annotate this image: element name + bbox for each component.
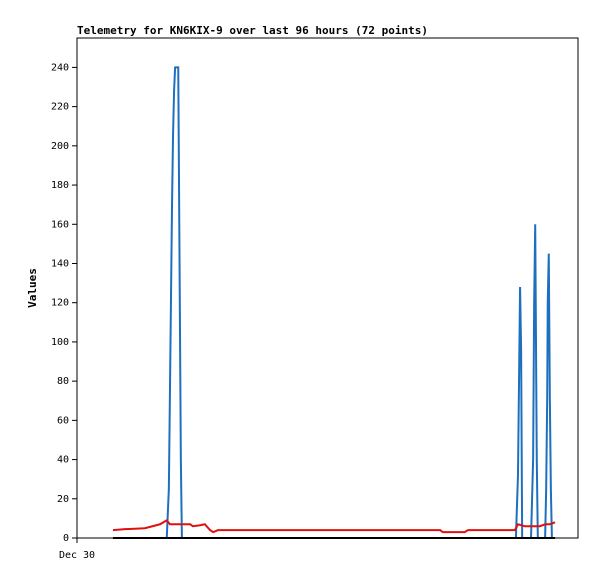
y-tick-label: 100 (51, 337, 69, 348)
y-tick-label: 60 (57, 415, 69, 426)
y-tick-label: 160 (51, 219, 69, 230)
series-line (112, 519, 556, 534)
y-tick-label: 220 (51, 102, 69, 113)
chart-title: Telemetry for KN6KIX-9 over last 96 hour… (77, 24, 428, 37)
y-tick-label: 140 (51, 258, 69, 269)
x-tick-label: Dec 30 (59, 550, 95, 561)
y-tick-label: 20 (57, 494, 69, 505)
y-tick-label: 200 (51, 141, 69, 152)
y-tick-label: 240 (51, 62, 69, 73)
y-tick-label: 180 (51, 180, 69, 191)
series-line (113, 66, 556, 539)
y-tick-label: 120 (51, 298, 69, 309)
y-axis-label: Values (26, 268, 39, 308)
y-tick-label: 0 (63, 533, 69, 544)
y-tick-label: 80 (57, 376, 69, 387)
y-tick-label: 40 (57, 455, 69, 466)
